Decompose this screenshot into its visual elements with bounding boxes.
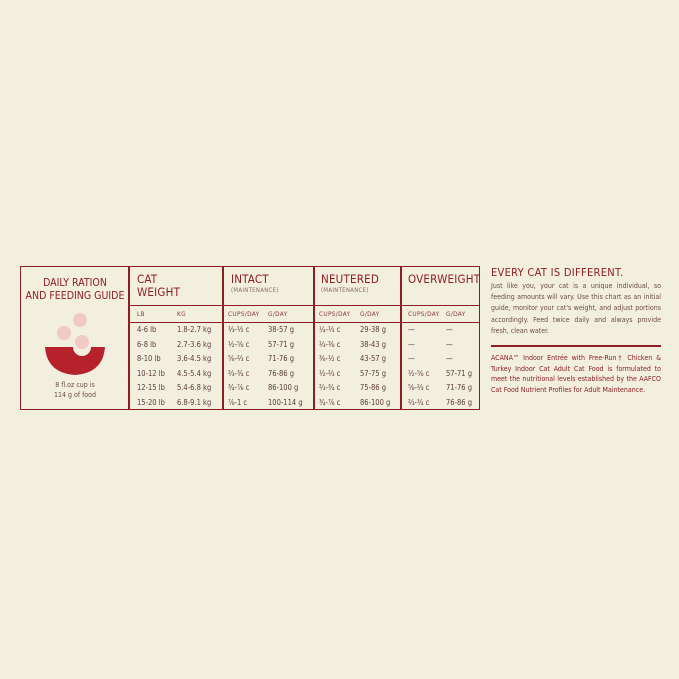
col-intact-g: G/DAY [268, 310, 288, 318]
table-cell: — [446, 325, 453, 334]
table-cell: 86-100 g [268, 383, 299, 392]
table-cell: — [408, 354, 415, 363]
table-cell: 4-6 lb [137, 325, 157, 334]
table-cell: 43-57 g [360, 354, 387, 363]
table-cell: ⅝-⅔ c [408, 383, 430, 392]
table-cell: 57-75 g [360, 368, 387, 378]
table-cell: — [408, 339, 415, 349]
col-overweight-g: G/DAY [446, 310, 466, 318]
table-cell: — [408, 325, 415, 334]
table-cell: ⅜-½ c [319, 354, 341, 363]
table-cell: ¾-⅞ c [228, 383, 250, 392]
table-cell: ⅝-⅔ c [228, 354, 250, 363]
table-cell: — [446, 354, 453, 363]
cat-weight-title2: WEIGHT [137, 285, 181, 299]
side-title: EVERY CAT IS DIFFERENT. [491, 266, 624, 279]
table-cell: ⅔-¾ c [408, 397, 430, 407]
col-kg: KG [177, 310, 186, 318]
cup-note-line1: 8 fl.oz cup is [55, 381, 95, 389]
intact-header: INTACT [231, 272, 269, 286]
table-cell: ½-⅝ c [228, 339, 250, 349]
table-cell: 2.7-3.6 kg [177, 339, 212, 349]
table-cell: 8-10 lb [137, 354, 161, 363]
col-neutered-cups: CUPS/DAY [319, 310, 351, 318]
table-cell: 5.4-6.8 kg [177, 383, 212, 392]
table-cell: 6-8 lb [137, 339, 157, 349]
table-cell: 12-15 lb [137, 383, 165, 392]
table-cell: 15-20 lb [137, 397, 165, 407]
table-cell: 100-114 g [268, 397, 303, 407]
table-cell: ⅓-½ c [228, 325, 250, 334]
side-note: ACANA™ Indoor Entrée with Free-Run† Chic… [491, 354, 661, 394]
table-cell: ⅓-⅜ c [319, 339, 341, 349]
table-cell: 57-71 g [268, 339, 295, 349]
table-cell: 71-76 g [446, 383, 473, 392]
table-cell: ½-⅔ c [319, 368, 341, 378]
col-neutered-g: G/DAY [360, 310, 380, 318]
food-bowl-icon [45, 313, 105, 375]
table-cell: 6.8-9.1 kg [177, 397, 212, 407]
guide-title: DAILY RATION AND FEEDING GUIDE [21, 277, 129, 303]
cat-weight-header: CAT WEIGHT [137, 273, 180, 299]
neutered-header: NEUTERED [321, 272, 379, 286]
table-cell: 38-57 g [268, 325, 295, 334]
table-cell: 3.6-4.5 kg [177, 354, 212, 363]
neutered-subtitle: (MAINTENANCE) [321, 287, 369, 294]
table-cell: ¼-⅓ c [319, 325, 341, 334]
col-intact-cups: CUPS/DAY [228, 310, 260, 318]
table-cell: 10-12 lb [137, 368, 165, 378]
col-overweight-cups: CUPS/DAY [408, 310, 440, 318]
table-cell: ⅞-1 c [228, 397, 248, 407]
table-cell: 4.5-5.4 kg [177, 368, 212, 378]
table-cell: 86-100 g [360, 397, 391, 407]
table-cell: 76-86 g [268, 368, 295, 378]
overweight-header: OVERWEIGHT [408, 272, 481, 286]
divider [491, 345, 661, 347]
table-cell: 1.8-2.7 kg [177, 325, 212, 334]
table-cell: 38-43 g [360, 339, 387, 349]
guide-title-line2: AND FEEDING GUIDE [25, 290, 125, 302]
table-cell: 29-38 g [360, 325, 387, 334]
table-cell: — [446, 339, 453, 349]
feeding-table: DAILY RATION AND FEEDING GUIDE 8 fl.oz c… [20, 266, 480, 410]
table-cell: ⅔-¾ c [228, 368, 250, 378]
intact-subtitle: (MAINTENANCE) [231, 287, 279, 294]
guide-title-line1: DAILY RATION [43, 277, 107, 289]
table-cell: ⅔-¾ c [319, 383, 341, 392]
cup-note-line2: 114 g of food [54, 391, 96, 399]
table-cell: 57-71 g [446, 368, 473, 378]
table-cell: ¾-⅞ c [319, 397, 341, 407]
side-body: Just like you, your cat is a unique indi… [491, 282, 661, 335]
table-cell: 76-86 g [446, 397, 473, 407]
table-cell: ½-⅝ c [408, 368, 430, 378]
table-cell: 71-76 g [268, 354, 295, 363]
cup-note: 8 fl.oz cup is 114 g of food [21, 380, 129, 400]
cat-weight-title1: CAT [137, 272, 158, 286]
table-cell: 75-86 g [360, 383, 387, 392]
col-lb: LB [137, 310, 145, 318]
